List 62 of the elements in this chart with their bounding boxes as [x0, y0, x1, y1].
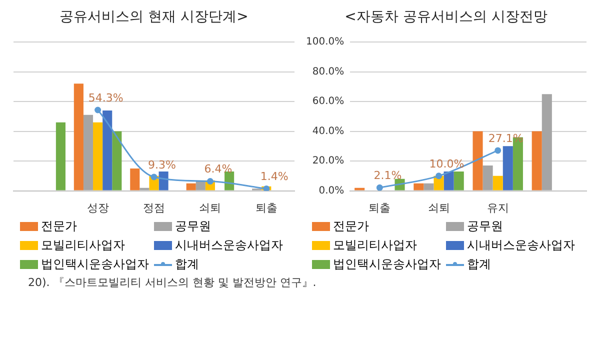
bar: [444, 171, 454, 190]
bar: [56, 122, 66, 190]
bar: [74, 84, 84, 190]
data-label: 6.4%: [204, 162, 232, 176]
point: [94, 106, 102, 114]
bar: [354, 188, 365, 190]
bar: [532, 131, 542, 190]
legend-label: 전문가: [333, 218, 369, 235]
legend-label: 합계: [175, 256, 199, 273]
chart-title: <자동차 공유서비스의 시장전망: [344, 8, 548, 27]
y-tick-label: 20.0%: [312, 156, 344, 167]
x-tick-label: 쇠퇴: [199, 201, 222, 214]
y-tick-label: 100.0%: [306, 36, 344, 48]
data-label: 2.1%: [374, 169, 402, 182]
data-label: 1.4%: [260, 170, 288, 184]
legend-label: 합계: [467, 256, 491, 273]
y-tick-label: 40.0%: [312, 126, 344, 137]
data-label: 10.0%: [429, 157, 464, 170]
legend-label: 법인택시운송사업자: [41, 256, 149, 273]
point: [494, 147, 502, 154]
point: [150, 174, 158, 180]
bar: [542, 94, 552, 190]
bar: [472, 131, 483, 190]
text: 20). 『스마트모빌리티 서비스의 현황 및 발전방안 연구』.: [27, 275, 318, 290]
bar: [158, 171, 168, 190]
legend-label: 시내버스운송사업자: [175, 237, 283, 254]
bar: [482, 166, 493, 190]
x-tick-label: 퇴출: [368, 201, 391, 214]
x-tick-label: 정점: [143, 201, 165, 214]
bar: [83, 114, 94, 190]
legend-label: 공무원: [467, 218, 503, 235]
bar: [112, 131, 122, 190]
bar: [492, 176, 503, 190]
x-tick-label: 쇠퇴: [428, 201, 450, 214]
bar: [130, 168, 140, 190]
data-label: 27.1%: [488, 132, 524, 145]
point: [376, 184, 383, 191]
legend-label: 모빌리티사업자: [333, 237, 417, 254]
chart-title: 공유서비스의 현재 시장단계>: [58, 8, 250, 27]
point: [206, 178, 214, 185]
y-tick-label: 0.0%: [318, 185, 344, 196]
legend-label: 시내버스운송사업자: [467, 237, 575, 254]
bar: [414, 183, 424, 190]
bar: [140, 188, 150, 190]
legend-label: 모빌리티사업자: [41, 237, 125, 254]
data-label: 9.3%: [148, 158, 176, 172]
bar: [93, 122, 103, 190]
data-label: 54.3%: [88, 91, 124, 104]
legend-label: 전문가: [41, 218, 77, 235]
legend-label: 법인택시운송사업자: [333, 256, 441, 273]
bar: [102, 110, 112, 190]
point: [436, 172, 442, 180]
bar: [186, 183, 196, 190]
legend-label: 공무원: [175, 218, 211, 235]
y-tick-label: 60.0%: [312, 96, 344, 108]
x-tick-label: 퇴출: [255, 201, 278, 214]
y-tick-label: 80.0%: [312, 66, 344, 78]
x-tick-label: 성장: [86, 201, 109, 214]
bar: [454, 171, 464, 190]
x-tick-label: 유지: [486, 201, 509, 214]
bar: [502, 146, 513, 190]
bar: [424, 183, 434, 190]
